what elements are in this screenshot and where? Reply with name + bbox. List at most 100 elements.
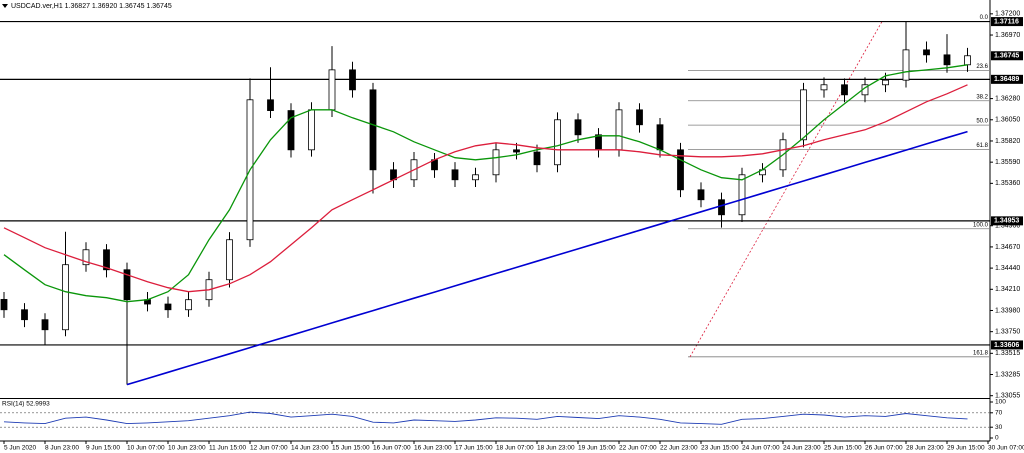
candle-body	[738, 174, 746, 216]
x-tick-label: 22 Jun 23:00	[660, 445, 698, 452]
y-tick-label: 1.33285	[995, 371, 1020, 378]
current-price-label: 1.36745	[994, 53, 1019, 60]
level-box	[991, 216, 1023, 226]
candle-body	[718, 199, 725, 216]
x-tick-label: 18 Jun 07:00	[496, 445, 534, 452]
x-tick-label: 18 Jun 23:00	[537, 445, 575, 452]
y-tick-label: 1.35360	[995, 180, 1020, 187]
x-tick-label: 19 Jun 15:00	[578, 445, 616, 452]
fib-label: 0.0	[980, 15, 989, 21]
fib-label: 38.2	[976, 94, 988, 100]
level-box	[991, 340, 1023, 350]
candle-body	[103, 249, 110, 271]
y-tick-label: 1.34440	[995, 265, 1020, 272]
x-tick-label: 12 Jun 07:00	[250, 445, 288, 452]
fib-label: 50.0	[976, 119, 988, 125]
x-tick-label: 22 Jun 07:00	[619, 445, 657, 452]
x-tick-label: 29 Jun 15:00	[947, 445, 985, 452]
x-tick-label: 10 Jun 23:00	[168, 445, 206, 452]
candle-body	[328, 69, 336, 111]
candle-body	[615, 109, 623, 151]
y-tick-label: 1.33750	[995, 329, 1020, 336]
candle-body	[451, 169, 459, 181]
y-tick-label: 1.34670	[995, 244, 1020, 251]
y-tick-label: 1.34900	[995, 223, 1020, 230]
candle-body	[820, 84, 828, 91]
candle-body	[902, 49, 910, 81]
rsi-tick-label: 100	[995, 399, 1006, 406]
x-tick-label: 24 Jun 23:00	[783, 445, 821, 452]
x-tick-label: 15 Jun 15:00	[332, 445, 370, 452]
x-tick-label: 17 Jun 15:00	[455, 445, 493, 452]
fib-label: 161.8	[973, 350, 989, 356]
candle-body	[923, 49, 930, 56]
candle-body	[943, 54, 951, 66]
fib-label: 61.8	[976, 143, 988, 149]
x-tick-label: 16 Jun 07:00	[373, 445, 411, 452]
candle-body	[800, 89, 807, 141]
candle-body	[882, 79, 889, 86]
x-tick-label: 16 Jun 23:00	[414, 445, 452, 452]
candle-body	[595, 134, 602, 151]
candle-body	[472, 174, 479, 181]
candle-body	[0, 299, 8, 311]
menu-arrow	[2, 4, 8, 8]
y-tick-label: 1.33055	[995, 393, 1020, 400]
candle-body	[123, 269, 131, 301]
x-tick-label: 14 Jun 23:00	[291, 445, 329, 452]
candle-body	[164, 303, 172, 311]
candle-body	[574, 119, 582, 136]
chart-header: USDCAD.ver,H1 1.36827 1.36920 1.36745 1.…	[11, 3, 172, 10]
candle-body	[369, 89, 377, 171]
y-tick-label: 1.37200	[995, 11, 1020, 18]
candle-body	[841, 84, 848, 96]
candle-body	[513, 149, 520, 153]
y-tick-label: 1.33980	[995, 307, 1020, 314]
x-tick-label: 10 Jun 07:00	[127, 445, 165, 452]
candle-body	[492, 149, 500, 176]
level-box	[991, 17, 1023, 27]
indicator-line	[3, 64, 968, 303]
x-tick-label: 9 Jun 15:00	[86, 445, 120, 452]
candle-body	[21, 309, 28, 321]
level-label: 1.33606	[994, 342, 1019, 349]
x-tick-label: 25 Jun 15:00	[824, 445, 862, 452]
candle-body	[308, 109, 315, 151]
x-tick-label: 5 Jun 2020	[4, 445, 37, 452]
candle-body	[267, 99, 274, 111]
y-tick-label: 1.33515	[995, 350, 1020, 357]
y-tick-label: 1.36280	[995, 95, 1020, 102]
y-tick-label: 1.36970	[995, 32, 1020, 39]
candle-body	[964, 55, 971, 66]
fib-label: 23.6	[976, 64, 988, 70]
y-tick-label: 1.35590	[995, 159, 1020, 166]
y-tick-label: 1.34210	[995, 286, 1020, 293]
candle-body	[656, 124, 664, 151]
x-tick-label: 8 Jun 23:00	[45, 445, 79, 452]
candle-body	[82, 249, 90, 266]
current-price-box	[991, 51, 1023, 61]
x-tick-label: 26 Jun 07:00	[865, 445, 903, 452]
level-label: 1.37116	[994, 18, 1019, 25]
candle-body	[226, 239, 233, 281]
candle-body	[636, 109, 643, 126]
rsi-title: RSI(14) 52.9993	[2, 401, 50, 408]
candle-body	[62, 264, 69, 331]
level-label: 1.36489	[994, 76, 1019, 83]
rsi-tick-label: 70	[995, 410, 1003, 417]
rsi-tick-label: 0	[995, 435, 999, 442]
y-tick-label: 1.35820	[995, 138, 1020, 145]
x-tick-label: 30 Jun 07:00	[988, 445, 1024, 452]
x-tick-label: 24 Jun 07:00	[742, 445, 780, 452]
level-label: 1.34953	[994, 218, 1019, 225]
x-tick-label: 28 Jun 23:00	[906, 445, 944, 452]
candle-body	[677, 149, 684, 191]
x-tick-label: 11 Jun 15:00	[209, 445, 246, 452]
rsi-tick-label: 30	[995, 424, 1003, 431]
rsi-line	[3, 411, 968, 425]
level-box	[991, 74, 1023, 84]
candle-body	[41, 319, 49, 331]
candle-body	[554, 119, 561, 166]
